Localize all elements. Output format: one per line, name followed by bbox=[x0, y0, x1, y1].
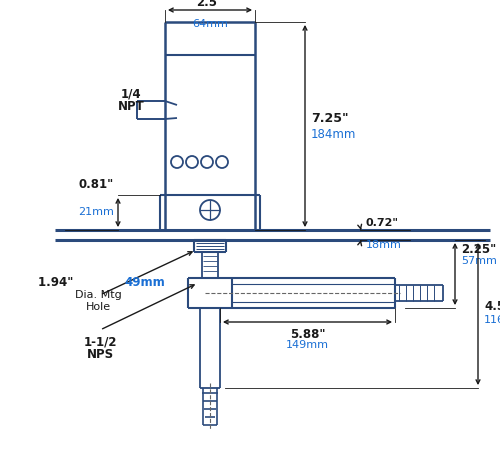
Text: 2.25": 2.25" bbox=[461, 243, 496, 256]
Text: 18mm: 18mm bbox=[366, 240, 402, 250]
Text: NPS: NPS bbox=[86, 347, 114, 361]
Text: Hole: Hole bbox=[86, 302, 110, 312]
Text: 184mm: 184mm bbox=[311, 127, 356, 141]
Text: 149mm: 149mm bbox=[286, 340, 329, 350]
Text: 57mm: 57mm bbox=[461, 256, 497, 266]
Text: 21mm: 21mm bbox=[78, 207, 114, 217]
Text: Dia. Mtg: Dia. Mtg bbox=[74, 290, 122, 300]
Text: 1.94": 1.94" bbox=[38, 277, 78, 289]
Text: 0.72": 0.72" bbox=[366, 218, 399, 228]
Text: 2.5": 2.5" bbox=[196, 0, 224, 9]
Text: 1-1/2: 1-1/2 bbox=[83, 336, 117, 348]
Text: 49mm: 49mm bbox=[124, 277, 165, 289]
Text: 64mm: 64mm bbox=[192, 19, 228, 29]
Text: 5.88": 5.88" bbox=[290, 328, 325, 341]
Text: NPT: NPT bbox=[118, 100, 144, 112]
Text: 4.56": 4.56" bbox=[484, 300, 500, 312]
Text: 0.81": 0.81" bbox=[79, 178, 114, 191]
Text: 7.25": 7.25" bbox=[311, 111, 348, 125]
Text: 1/4: 1/4 bbox=[120, 87, 142, 101]
Text: 116mm: 116mm bbox=[484, 315, 500, 325]
